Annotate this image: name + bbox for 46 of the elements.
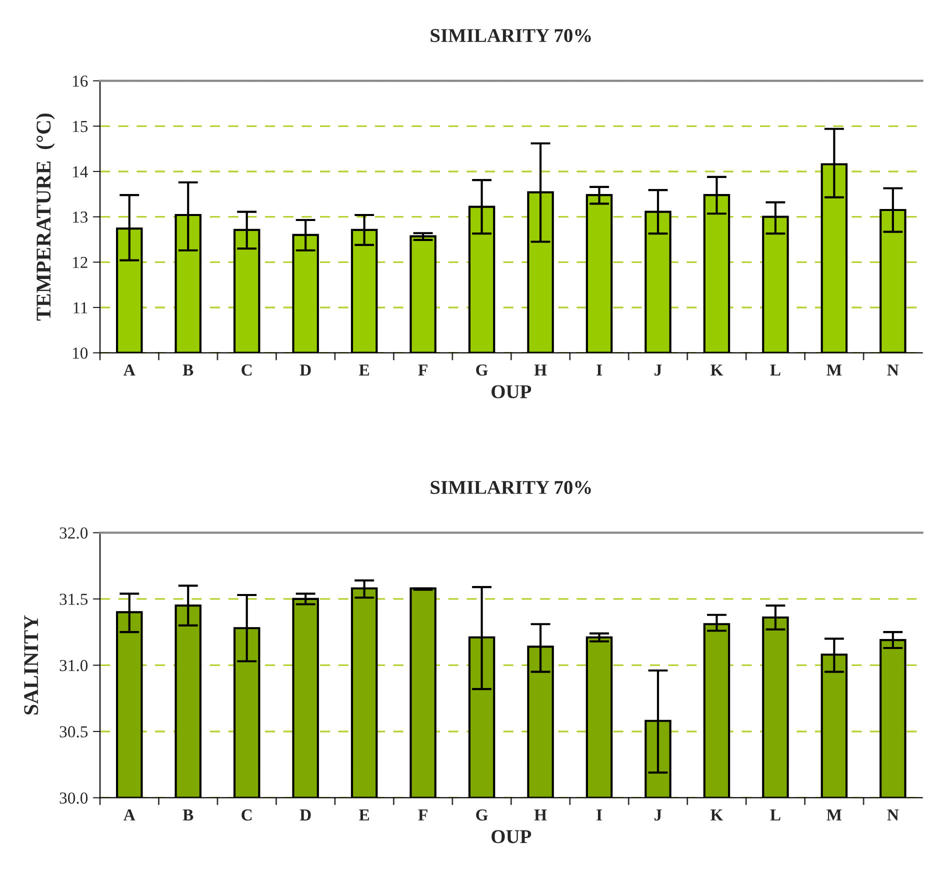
x-tick-label: G xyxy=(476,364,488,376)
y-tick-label: 10 xyxy=(73,348,88,359)
y-tick-label: 16 xyxy=(73,76,88,87)
x-tick-label: D xyxy=(300,364,311,376)
x-tick-label: B xyxy=(182,364,194,376)
x-axis-title: OUP xyxy=(492,385,532,398)
x-tick-label: F xyxy=(418,810,428,820)
x-tick-label: C xyxy=(242,364,252,376)
x-tick-label: L xyxy=(770,810,780,820)
chart-title: SIMILARITY 70% xyxy=(430,480,591,494)
x-tick-label: M xyxy=(826,364,842,376)
x-tick-label: N xyxy=(887,364,899,376)
x-tick-label: J xyxy=(654,364,662,376)
x-tick-label: E xyxy=(359,364,370,376)
y-tick-label: 30.0 xyxy=(60,792,88,804)
y-tick-label: 31.0 xyxy=(60,660,88,672)
x-tick-label: C xyxy=(242,809,252,821)
chart-title: SIMILARITY 70% xyxy=(430,29,591,42)
x-tick-label: G xyxy=(476,809,488,821)
x-tick-label: A xyxy=(124,364,136,376)
x-tick-label: N xyxy=(887,810,899,820)
x-tick-label: I xyxy=(596,364,602,376)
x-tick-label: E xyxy=(359,810,370,820)
y-tick-label: 31.5 xyxy=(60,594,88,605)
y-tick-label: 30.5 xyxy=(60,726,88,738)
x-tick-label: M xyxy=(826,810,842,820)
x-tick-label: H xyxy=(534,364,547,376)
x-tick-label: H xyxy=(534,810,547,820)
x-tick-label: L xyxy=(770,364,780,376)
y-axis-title: TEMPERATURE (°C) xyxy=(36,114,55,321)
x-tick-label: I xyxy=(596,810,602,820)
y-tick-label: 15 xyxy=(73,120,88,132)
y-tick-label: 12 xyxy=(73,256,88,268)
y-tick-label: 13 xyxy=(73,212,88,223)
x-tick-label: J xyxy=(654,810,662,821)
x-tick-label: K xyxy=(710,810,724,820)
y-tick-label: 32.0 xyxy=(60,527,88,539)
x-tick-label: D xyxy=(300,810,311,820)
x-tick-label: K xyxy=(710,364,724,376)
y-tick-label: 11 xyxy=(74,302,88,314)
x-tick-label: F xyxy=(418,364,428,376)
x-tick-label: B xyxy=(182,810,194,820)
x-axis-title: OUP xyxy=(492,830,532,844)
y-tick-label: 14 xyxy=(73,166,88,178)
y-axis-title: SALINITY xyxy=(24,615,38,714)
x-tick-label: A xyxy=(124,809,136,820)
